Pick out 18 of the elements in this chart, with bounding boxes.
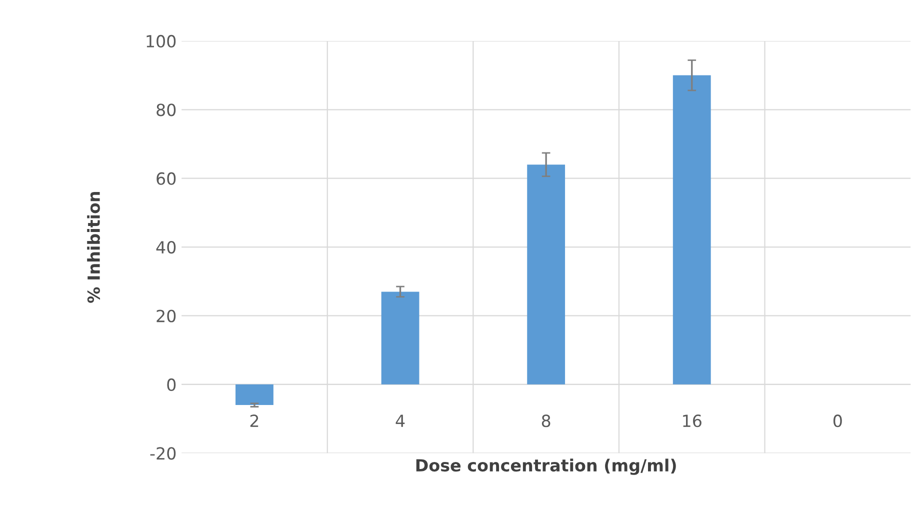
- y-tick-label: -20: [150, 447, 176, 460]
- y-tick-label: 100: [146, 34, 176, 48]
- bar: [236, 384, 274, 406]
- x-tick-label: 2: [250, 414, 258, 427]
- y-tick-label: 80: [156, 104, 176, 116]
- bar: [527, 164, 566, 384]
- y-axis-title: % Inhibition: [87, 192, 100, 303]
- x-tick-label: 16: [683, 414, 702, 428]
- x-tick-label: 4: [396, 414, 405, 427]
- bar: [672, 75, 711, 384]
- y-tick-label: 20: [156, 310, 176, 322]
- y-tick-label: 40: [156, 241, 176, 254]
- y-tick-label: 60: [156, 172, 176, 185]
- x-tick-label: 0: [833, 414, 842, 428]
- x-tick-label: 8: [542, 414, 550, 428]
- y-tick-label: 0: [167, 378, 176, 391]
- x-axis-title: Dose concentration (mg/ml): [416, 458, 676, 475]
- bar: [381, 292, 420, 384]
